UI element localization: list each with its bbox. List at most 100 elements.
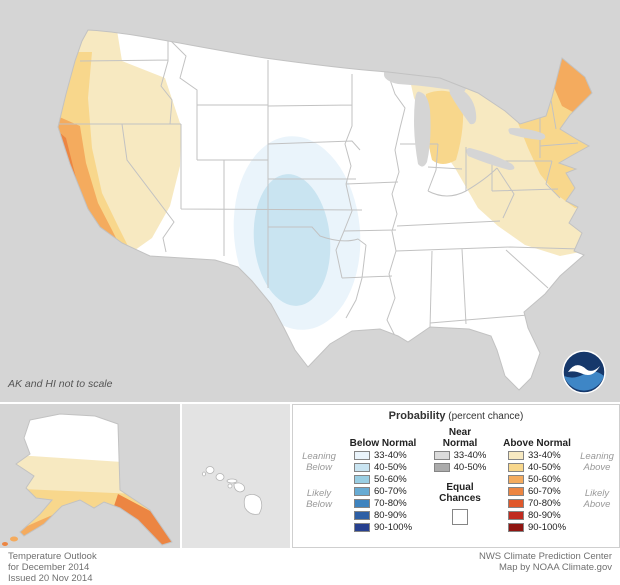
- legend-side-left: Leaning Below Likely Below: [297, 425, 341, 533]
- near-normal-rows: 33-40% 40-50%: [433, 449, 487, 473]
- color-swatch: [507, 498, 524, 508]
- legend-row-above: 80-90%: [507, 509, 566, 521]
- alaska-inset: [0, 404, 181, 548]
- above-normal-michigan-40-50: [425, 90, 464, 164]
- above-normal-header: Above Normal: [503, 438, 571, 449]
- near-normal-header: Near Normal: [442, 427, 478, 449]
- legend-row-near: 40-50%: [433, 461, 487, 473]
- likely-above-label: Likely Above: [583, 488, 611, 510]
- legend-column-above: Above Normal 33-40% 40-50%: [495, 425, 579, 533]
- island-molokai: [226, 478, 238, 484]
- legend-row-below: 60-70%: [353, 485, 412, 497]
- hawaii-water-background: [182, 404, 290, 548]
- color-swatch: [353, 486, 370, 496]
- footer-issued-line: Issued 20 Nov 2014: [8, 573, 93, 584]
- island-hawaii: [244, 494, 263, 515]
- probability-range-label: 40-50%: [453, 461, 487, 473]
- alaska-map-svg: [0, 404, 181, 548]
- footer: Temperature Outlook for December 2014 Is…: [0, 548, 620, 585]
- above-normal-alaska-panhandle-60-70: [114, 494, 172, 545]
- footer-agency-line: NWS Climate Prediction Center: [478, 551, 612, 562]
- legend-row-above: 50-60%: [507, 473, 566, 485]
- probability-range-label: 33-40%: [373, 449, 407, 461]
- noaa-logo: [562, 350, 606, 394]
- leaning-above-label: Leaning Above: [580, 451, 614, 473]
- island-kauai: [205, 466, 215, 474]
- legend-row-below: 90-100%: [353, 521, 413, 533]
- probability-range-label: 33-40%: [453, 449, 487, 461]
- color-swatch: [433, 450, 450, 460]
- probability-range-label: 40-50%: [527, 461, 561, 473]
- legend-row-below: 70-80%: [353, 497, 412, 509]
- legend-row-above: 90-100%: [507, 521, 567, 533]
- noaa-logo-sea: [564, 371, 604, 391]
- color-swatch: [353, 522, 370, 532]
- bottom-row: Probability (percent chance) Leaning Bel…: [0, 404, 620, 548]
- color-swatch: [507, 462, 524, 472]
- hawaii-inset: [182, 404, 290, 548]
- island-maui: [233, 482, 246, 493]
- great-lakes: [383, 65, 546, 170]
- legend-title-suffix: (percent chance): [445, 411, 524, 422]
- probability-range-label: 80-90%: [527, 509, 561, 521]
- hawaii-map-svg: [182, 404, 290, 548]
- aleutian-island: [10, 536, 18, 542]
- color-swatch: [353, 450, 370, 460]
- legend-grid: Leaning Below Likely Below Below Normal …: [297, 425, 615, 533]
- probability-range-label: 60-70%: [527, 485, 561, 497]
- climate-shading-layer: [58, 30, 592, 337]
- above-normal-west-40-50: [58, 52, 130, 250]
- legend-row-above: 40-50%: [507, 461, 566, 473]
- color-swatch: [507, 522, 524, 532]
- probability-range-label: 40-50%: [373, 461, 407, 473]
- color-swatch: [507, 510, 524, 520]
- color-swatch: [507, 486, 524, 496]
- probability-range-label: 90-100%: [527, 521, 567, 533]
- legend-title-main: Probability: [388, 410, 446, 422]
- conus-map-area: AK and HI not to scale: [0, 0, 620, 402]
- island-niihau: [202, 471, 207, 477]
- scale-note: AK and HI not to scale: [8, 378, 113, 390]
- legend-title: Probability (percent chance): [297, 410, 615, 422]
- below-normal-rows: 33-40% 40-50% 50-60%: [353, 449, 413, 533]
- color-swatch: [353, 498, 370, 508]
- equal-chances-swatch: [452, 509, 468, 525]
- legend-row-above: 33-40%: [507, 449, 566, 461]
- footer-period-line: for December 2014: [8, 562, 90, 573]
- color-swatch: [353, 510, 370, 520]
- footer-title-line: Temperature Outlook: [8, 551, 97, 562]
- noaa-logo-gull-icon: [568, 365, 600, 375]
- footer-left: Temperature Outlook for December 2014 Is…: [8, 551, 97, 585]
- probability-range-label: 90-100%: [373, 521, 413, 533]
- probability-range-label: 70-80%: [527, 497, 561, 509]
- probability-range-label: 60-70%: [373, 485, 407, 497]
- island-lanai: [227, 483, 233, 489]
- probability-range-label: 50-60%: [373, 473, 407, 485]
- probability-range-label: 80-90%: [373, 509, 407, 521]
- legend-row-above: 70-80%: [507, 497, 566, 509]
- above-normal-rows: 33-40% 40-50% 50-60%: [507, 449, 567, 533]
- color-swatch: [353, 474, 370, 484]
- color-swatch: [353, 462, 370, 472]
- below-normal-plains-40-50: [253, 174, 331, 306]
- footer-right: NWS Climate Prediction Center Map by NOA…: [479, 551, 612, 585]
- equal-chances-label: Equal Chances: [439, 482, 481, 504]
- legend-row-near: 33-40%: [433, 449, 487, 461]
- probability-range-label: 33-40%: [527, 449, 561, 461]
- probability-range-label: 50-60%: [527, 473, 561, 485]
- color-swatch: [507, 450, 524, 460]
- hawaii-islands: [202, 466, 263, 515]
- legend-column-below: Below Normal 33-40% 40-50%: [341, 425, 425, 533]
- color-swatch: [433, 462, 450, 472]
- below-normal-header: Below Normal: [349, 438, 417, 449]
- legend-row-above: 60-70%: [507, 485, 566, 497]
- color-swatch: [507, 474, 524, 484]
- leaning-below-label: Leaning Below: [302, 451, 336, 473]
- aleutian-island: [2, 542, 8, 546]
- legend-row-below: 80-90%: [353, 509, 412, 521]
- legend: Probability (percent chance) Leaning Bel…: [292, 404, 620, 548]
- legend-row-below: 33-40%: [353, 449, 412, 461]
- probability-range-label: 70-80%: [373, 497, 407, 509]
- footer-credit-line: Map by NOAA Climate.gov: [499, 562, 612, 573]
